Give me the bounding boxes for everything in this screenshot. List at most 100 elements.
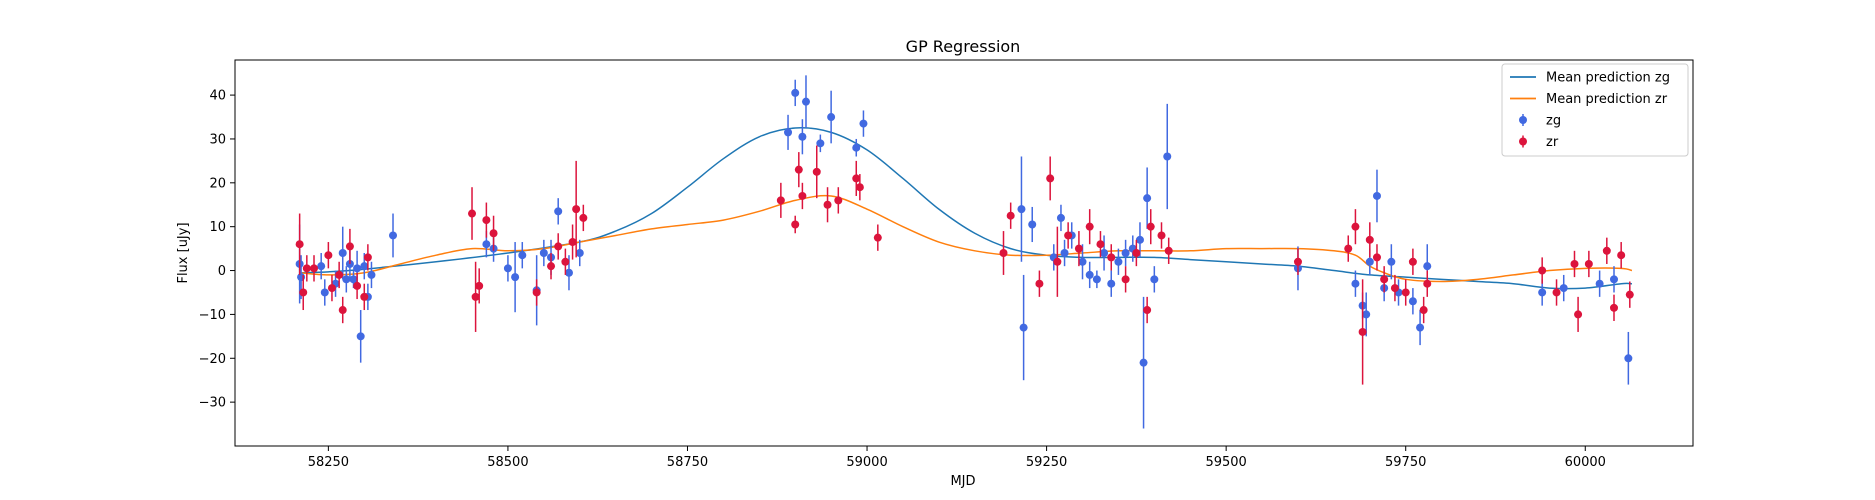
zg-data-point — [1624, 331, 1633, 385]
point-marker — [1617, 251, 1626, 260]
zg-data-point — [1139, 296, 1148, 429]
point-marker — [1423, 262, 1432, 271]
legend-frame — [1501, 63, 1689, 157]
zr-data-point — [1372, 244, 1381, 271]
zr-data-point — [353, 272, 362, 300]
point-marker — [468, 209, 477, 218]
zr-data-point — [1570, 250, 1579, 278]
point-marker — [1150, 275, 1159, 284]
point-marker — [812, 167, 821, 176]
point-marker — [360, 262, 369, 271]
zg-data-point — [791, 79, 800, 107]
point-marker — [349, 275, 358, 284]
zr-data-point — [338, 296, 347, 324]
point-marker — [1624, 354, 1633, 363]
point-marker — [1559, 284, 1568, 293]
point-marker — [1390, 284, 1399, 293]
observation-points — [295, 75, 1634, 429]
point-marker — [389, 231, 398, 240]
zr-data-point — [475, 268, 484, 304]
point-marker — [363, 253, 372, 262]
x-tick-label: 59000 — [846, 455, 887, 470]
point-marker — [310, 264, 319, 273]
zr-data-point — [1164, 237, 1173, 264]
point-marker — [999, 249, 1008, 257]
zg-data-point — [798, 119, 807, 155]
point-marker — [791, 220, 800, 229]
y-tick-label: 20 — [209, 176, 226, 191]
point-marker — [1121, 249, 1130, 257]
zr-data-point — [489, 215, 498, 251]
zr-data-point — [1390, 274, 1399, 302]
zr-data-point — [812, 145, 821, 199]
zr-data-point — [1143, 296, 1152, 324]
zg-data-point — [1351, 270, 1360, 297]
point-marker — [1019, 323, 1028, 332]
zr-data-point — [327, 274, 336, 302]
point-marker — [1006, 211, 1015, 220]
point-marker — [1365, 235, 1374, 244]
zr-data-point — [554, 233, 563, 260]
zr-data-point — [1602, 237, 1611, 264]
zr-data-point — [1574, 296, 1583, 332]
zg-data-point — [356, 310, 365, 363]
zr-data-point — [1617, 242, 1626, 269]
zr-data-point — [1365, 222, 1374, 258]
point-marker — [1157, 231, 1166, 240]
point-marker — [1365, 257, 1374, 266]
zr-data-point — [579, 204, 588, 232]
zr-data-point — [1085, 209, 1094, 245]
point-marker — [1584, 259, 1593, 268]
point-marker — [489, 229, 498, 238]
zg-data-point — [827, 90, 836, 144]
point-marker — [471, 292, 480, 301]
zg-data-point — [1092, 270, 1101, 289]
point-marker — [1372, 191, 1381, 200]
point-marker — [317, 262, 326, 271]
zr-data-point — [1408, 248, 1417, 275]
point-marker — [816, 139, 825, 148]
point-marker — [1107, 253, 1116, 262]
legend-label: Mean prediction zr — [1546, 92, 1668, 107]
x-tick-label: 59750 — [1385, 455, 1426, 470]
point-marker — [1053, 257, 1062, 266]
point-marker — [511, 273, 520, 282]
point-marker — [1387, 257, 1396, 266]
legend-item-zr: zr — [1519, 135, 1559, 150]
zg-data-point — [1107, 270, 1116, 297]
point-marker — [568, 238, 577, 247]
y-tick-label: 10 — [209, 220, 226, 235]
zg-data-point — [1085, 261, 1094, 289]
zr-data-point — [798, 182, 807, 210]
point-marker — [532, 288, 541, 297]
zg-data-point — [1143, 167, 1152, 229]
zg-data-point — [1100, 235, 1109, 271]
zg-data-point — [317, 253, 326, 280]
point-marker — [302, 264, 311, 273]
point-marker — [1372, 253, 1381, 262]
point-marker — [1114, 257, 1123, 266]
zr-data-point — [1132, 239, 1141, 267]
zr-data-point — [468, 187, 477, 240]
point-marker — [360, 292, 369, 301]
zr-data-point — [1401, 279, 1410, 306]
zg-data-point — [801, 75, 810, 128]
y-axis-ticks: −30 −20 −10 0 10 20 30 40 — [199, 89, 235, 411]
zg-data-point — [1387, 244, 1396, 280]
zr-data-point — [1107, 244, 1116, 271]
point-marker — [791, 88, 800, 97]
zg-data-point — [367, 261, 376, 289]
zr-data-point — [1358, 279, 1367, 385]
zg-data-point — [554, 198, 563, 225]
point-marker — [1164, 246, 1173, 255]
point-marker — [1595, 279, 1604, 288]
point-marker — [1625, 290, 1634, 299]
legend: Mean prediction zg Mean prediction zr zg zr — [1501, 63, 1689, 157]
point-marker — [1135, 235, 1144, 244]
point-marker — [859, 119, 868, 128]
zr-data-point — [310, 255, 319, 282]
zr-data-point — [855, 174, 864, 201]
point-marker — [1609, 275, 1618, 284]
point-marker — [1408, 297, 1417, 306]
point-marker — [1609, 303, 1618, 312]
